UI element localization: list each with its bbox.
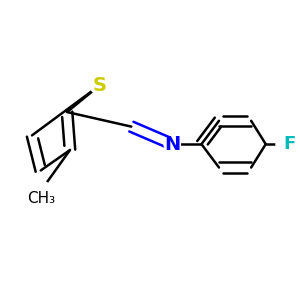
Circle shape <box>31 181 51 201</box>
Text: N: N <box>164 135 180 154</box>
Circle shape <box>276 137 291 152</box>
Circle shape <box>164 136 180 152</box>
Text: CH₃: CH₃ <box>27 191 55 206</box>
Circle shape <box>90 77 108 94</box>
Text: F: F <box>283 135 296 153</box>
Text: S: S <box>92 76 106 95</box>
